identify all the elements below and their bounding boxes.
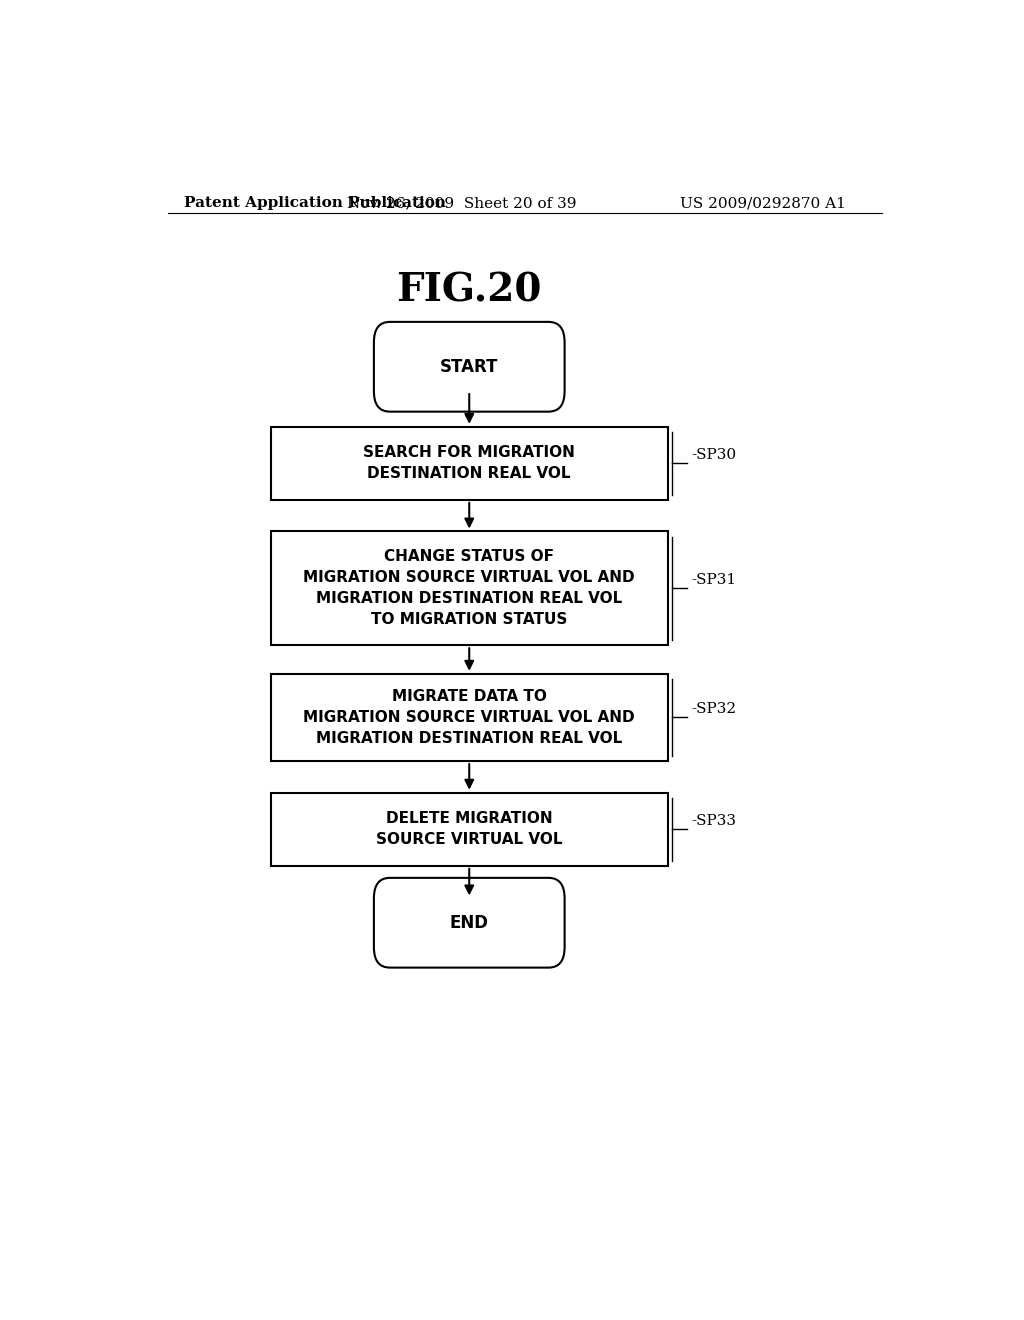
Text: DELETE MIGRATION
SOURCE VIRTUAL VOL: DELETE MIGRATION SOURCE VIRTUAL VOL — [376, 812, 562, 847]
FancyBboxPatch shape — [374, 878, 564, 968]
FancyBboxPatch shape — [270, 792, 668, 866]
Text: -SP30: -SP30 — [691, 449, 736, 462]
Text: -SP31: -SP31 — [691, 573, 736, 587]
FancyBboxPatch shape — [270, 532, 668, 645]
FancyBboxPatch shape — [374, 322, 564, 412]
Text: MIGRATE DATA TO
MIGRATION SOURCE VIRTUAL VOL AND
MIGRATION DESTINATION REAL VOL: MIGRATE DATA TO MIGRATION SOURCE VIRTUAL… — [303, 689, 635, 746]
Text: FIG.20: FIG.20 — [396, 272, 542, 309]
FancyBboxPatch shape — [270, 673, 668, 762]
Text: -SP32: -SP32 — [691, 702, 736, 717]
Text: END: END — [450, 913, 488, 932]
Text: START: START — [440, 358, 499, 376]
Text: -SP33: -SP33 — [691, 814, 736, 828]
Text: CHANGE STATUS OF
MIGRATION SOURCE VIRTUAL VOL AND
MIGRATION DESTINATION REAL VOL: CHANGE STATUS OF MIGRATION SOURCE VIRTUA… — [303, 549, 635, 627]
Text: Nov. 26, 2009  Sheet 20 of 39: Nov. 26, 2009 Sheet 20 of 39 — [346, 197, 577, 210]
Text: Patent Application Publication: Patent Application Publication — [183, 197, 445, 210]
Text: SEARCH FOR MIGRATION
DESTINATION REAL VOL: SEARCH FOR MIGRATION DESTINATION REAL VO… — [364, 445, 575, 482]
Text: US 2009/0292870 A1: US 2009/0292870 A1 — [680, 197, 846, 210]
FancyBboxPatch shape — [270, 426, 668, 500]
